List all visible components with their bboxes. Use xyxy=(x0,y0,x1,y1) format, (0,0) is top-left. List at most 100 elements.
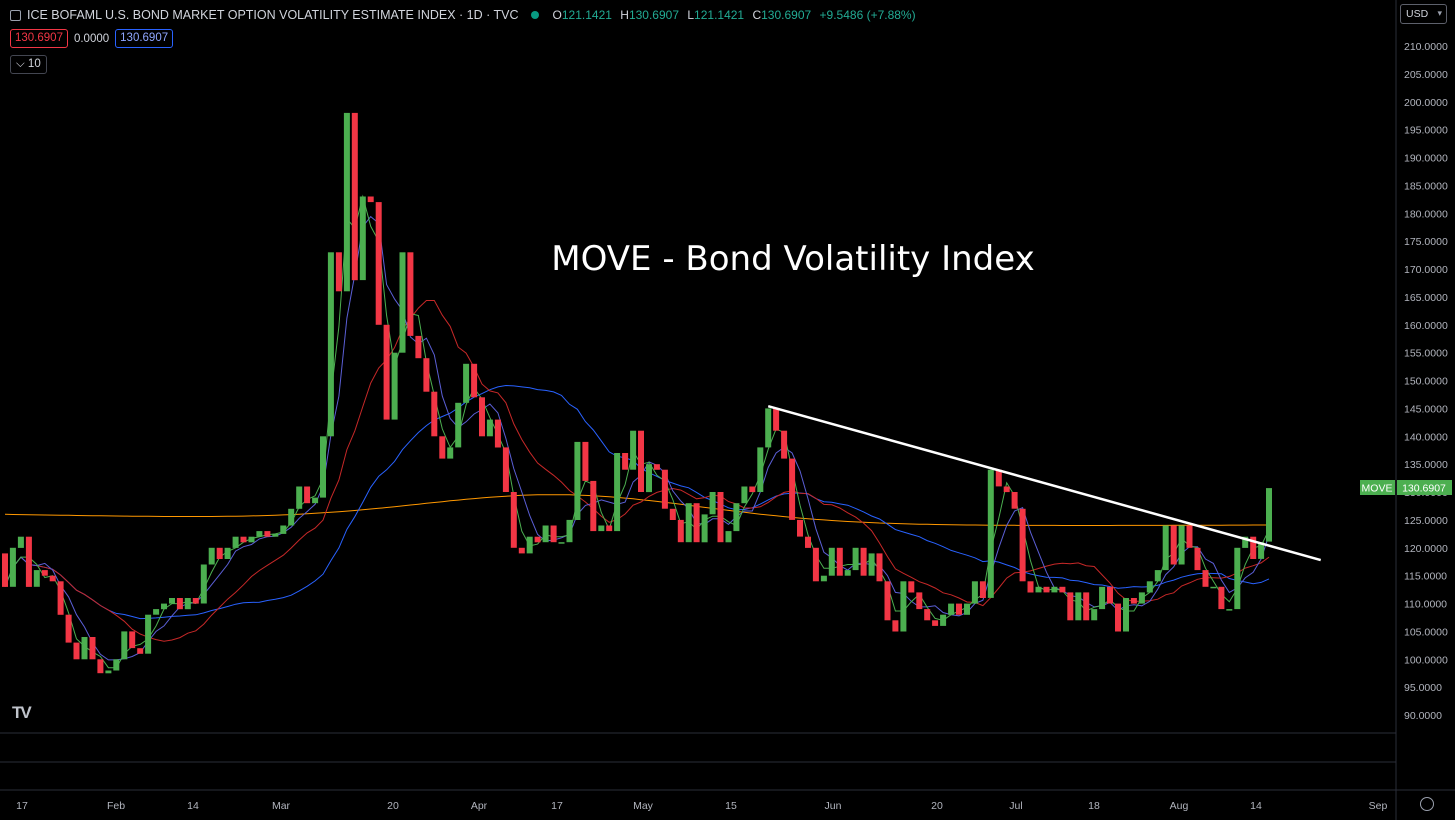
candle xyxy=(486,419,493,437)
ma-200-line xyxy=(4,494,1269,526)
candle xyxy=(184,598,191,610)
candle xyxy=(1099,586,1106,610)
candle xyxy=(995,469,1002,487)
candle xyxy=(741,486,748,504)
candle xyxy=(240,536,247,543)
candle xyxy=(1067,592,1074,621)
candle xyxy=(1202,570,1209,587)
candle xyxy=(320,436,326,498)
candle xyxy=(1027,581,1034,593)
change-readout: +9.5486 (+7.88%) xyxy=(819,8,916,22)
candle xyxy=(685,503,692,543)
candle xyxy=(646,464,652,493)
time-tick-label: Mar xyxy=(272,800,291,812)
candle xyxy=(606,525,613,532)
settings-gear-icon[interactable] xyxy=(1420,797,1434,811)
candle xyxy=(892,620,899,632)
candle xyxy=(502,447,509,492)
candle xyxy=(479,397,485,437)
chevron-down-icon: ⌵ xyxy=(16,58,25,70)
buy-price-button[interactable]: 130.6907 xyxy=(115,29,174,48)
price-tick-label: 145.0000 xyxy=(1404,403,1448,415)
sell-price-button[interactable]: 130.6907 xyxy=(10,29,68,48)
candle xyxy=(638,430,644,492)
candle xyxy=(105,670,112,674)
candle xyxy=(153,609,160,615)
candle xyxy=(1107,586,1113,604)
symbol-logo-icon xyxy=(10,9,21,21)
currency-selector[interactable]: USD ▾ xyxy=(1400,4,1447,24)
candle xyxy=(280,525,287,534)
last-price-value: 130.6907 xyxy=(1402,483,1446,495)
time-tick-label: 18 xyxy=(1088,800,1100,812)
price-tick-label: 165.0000 xyxy=(1404,292,1448,304)
price-tick-label: 160.0000 xyxy=(1404,320,1448,332)
price-axis[interactable]: 210.0000 205.0000 200.0000 195.0000 190.0000… xyxy=(1404,41,1448,722)
price-tick-label: 150.0000 xyxy=(1404,376,1448,388)
candle xyxy=(852,547,859,571)
price-tick-label: 175.0000 xyxy=(1404,236,1448,248)
candle xyxy=(121,631,128,660)
spread-value: 0.0000 xyxy=(73,32,110,45)
candle xyxy=(137,648,144,654)
candle xyxy=(1035,586,1042,593)
candle xyxy=(1218,586,1225,610)
candle xyxy=(582,441,589,481)
candle xyxy=(908,581,915,593)
candle xyxy=(288,508,295,526)
candle xyxy=(1250,536,1257,559)
candle xyxy=(558,542,565,544)
time-tick-label: 20 xyxy=(387,800,399,812)
candle xyxy=(1170,525,1177,565)
candle xyxy=(1043,586,1050,593)
candle xyxy=(1178,525,1185,565)
tradingview-logo-icon[interactable]: TV xyxy=(12,703,32,722)
candle xyxy=(264,531,271,537)
candle xyxy=(653,464,660,470)
price-tick-label: 200.0000 xyxy=(1404,97,1448,109)
candle xyxy=(1051,586,1058,593)
price-tick-label: 155.0000 xyxy=(1404,348,1448,360)
candle xyxy=(113,659,120,671)
candle xyxy=(510,492,517,548)
candle xyxy=(25,536,32,587)
candle xyxy=(1234,547,1241,610)
time-tick-label: 17 xyxy=(551,800,563,812)
candle xyxy=(9,547,16,587)
ohlc-readout: O121.1421 H130.6907 L121.1421 C130.6907 … xyxy=(552,8,916,22)
candle xyxy=(677,519,684,543)
candle xyxy=(161,603,167,610)
candle xyxy=(200,564,207,604)
ma-20-line xyxy=(4,300,1270,642)
moving-averages xyxy=(4,194,1270,669)
candle xyxy=(789,458,796,520)
candle xyxy=(415,335,422,359)
candle xyxy=(1242,536,1249,548)
candle xyxy=(1130,598,1137,604)
time-tick-label: 14 xyxy=(187,800,199,812)
candle xyxy=(367,196,374,203)
candle xyxy=(327,252,334,437)
chevron-down-icon: ▾ xyxy=(1437,8,1442,18)
time-tick-label: Feb xyxy=(107,800,125,812)
price-tick-label: 190.0000 xyxy=(1404,153,1448,165)
time-axis[interactable]: 17 Feb 14 Mar 20 Apr 17 May 15 Jun 20 Jul 18 Aug 14 Sep xyxy=(16,800,1387,812)
candle xyxy=(971,581,978,604)
candle xyxy=(836,547,843,576)
candle xyxy=(169,598,175,604)
candle xyxy=(574,441,581,520)
symbol-title[interactable]: ICE BOFAML U.S. BOND MARKET OPTION VOLAT… xyxy=(27,8,519,22)
candle xyxy=(932,620,939,626)
candle xyxy=(828,547,835,576)
candle xyxy=(765,408,772,448)
candle xyxy=(661,469,668,509)
candle xyxy=(820,575,827,582)
candle xyxy=(757,447,764,492)
resistance-trendline xyxy=(767,404,1322,562)
trendline-layer[interactable] xyxy=(767,404,1322,562)
price-tick-label: 115.0000 xyxy=(1404,571,1447,583)
candle xyxy=(89,637,96,660)
indicator-collapse-toggle[interactable]: ⌵ 10 xyxy=(10,55,47,74)
